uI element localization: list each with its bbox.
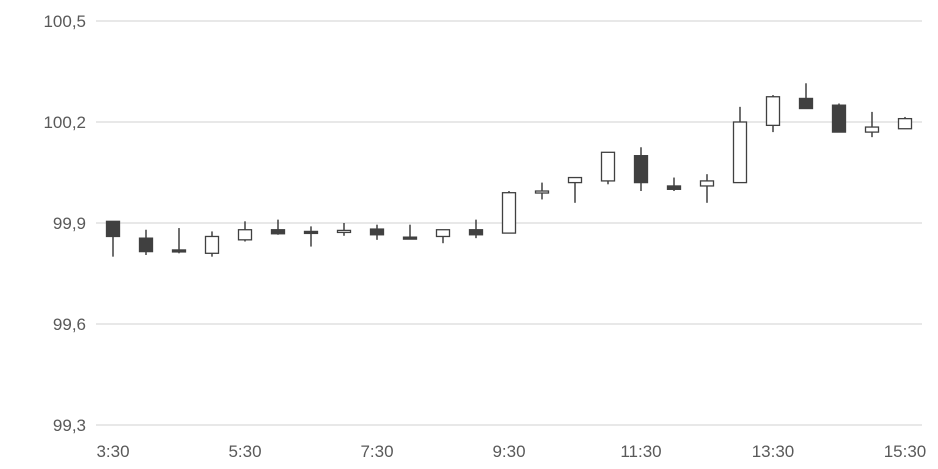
x-tick-label: 11:30 <box>620 442 661 461</box>
y-tick-label: 100,2 <box>43 113 86 132</box>
candle <box>138 229 154 255</box>
candle-body-up <box>567 176 583 184</box>
candle <box>303 226 319 247</box>
candle-body-down <box>468 229 484 236</box>
candle-body-down <box>402 236 418 240</box>
candle <box>402 224 418 240</box>
candle-body-down <box>138 237 154 253</box>
x-tick-label: 13:30 <box>752 442 795 461</box>
candle <box>534 182 550 200</box>
candle <box>171 228 187 254</box>
candle-body-up <box>897 117 913 130</box>
candle <box>732 106 748 184</box>
candle-body-down <box>369 228 385 236</box>
candle-body-down <box>303 230 319 235</box>
candle <box>600 151 616 185</box>
candle-body-up <box>765 96 781 127</box>
y-tick-label: 99,3 <box>53 416 86 435</box>
x-axis-tick-labels: 3:30 5:30 7:30 9:30 11:30 13:30 15:30 <box>96 442 926 461</box>
candle <box>666 177 682 192</box>
candle <box>336 223 352 236</box>
candle-body-up <box>732 121 748 184</box>
candle <box>633 147 649 192</box>
candle-body-up <box>204 235 220 254</box>
candle <box>105 220 121 257</box>
candle-body-down <box>831 104 847 133</box>
candle-body-up <box>237 229 253 241</box>
candle-body-up <box>534 190 550 194</box>
y-tick-label: 99,6 <box>53 315 86 334</box>
candle <box>468 219 484 239</box>
x-tick-label: 5:30 <box>228 442 261 461</box>
y-tick-label: 99,9 <box>53 214 86 233</box>
candle <box>369 224 385 240</box>
candle <box>270 219 286 235</box>
candle <box>237 221 253 242</box>
candle-body-down <box>171 249 187 253</box>
candle <box>699 174 715 203</box>
candle-body-up <box>336 229 352 234</box>
candle-body-down <box>666 185 682 190</box>
candle-body-up <box>864 126 880 133</box>
x-tick-label: 7:30 <box>360 442 393 461</box>
candle <box>501 191 517 234</box>
candles <box>105 83 913 257</box>
candle <box>897 116 913 130</box>
y-tick-label: 100,5 <box>43 12 86 31</box>
candle-body-down <box>105 220 121 238</box>
candle-body-up <box>699 180 715 187</box>
x-tick-label: 9:30 <box>492 442 525 461</box>
candle <box>864 111 880 138</box>
candle-body-up <box>501 192 517 234</box>
candle-body-up <box>600 151 616 182</box>
candle-body-up <box>435 229 451 238</box>
candle-body-down <box>633 155 649 184</box>
candle <box>567 176 583 203</box>
candle <box>798 83 814 110</box>
candle-body-down <box>798 97 814 110</box>
candle <box>765 95 781 133</box>
x-tick-label: 3:30 <box>96 442 129 461</box>
candle <box>831 103 847 133</box>
candle <box>435 229 451 244</box>
x-tick-label: 15:30 <box>884 442 927 461</box>
y-axis-tick-labels: 100,5 100,2 99,9 99,6 99,3 <box>43 12 86 435</box>
candle-body-down <box>270 229 286 235</box>
gridlines <box>96 20 922 325</box>
candle <box>204 231 220 257</box>
